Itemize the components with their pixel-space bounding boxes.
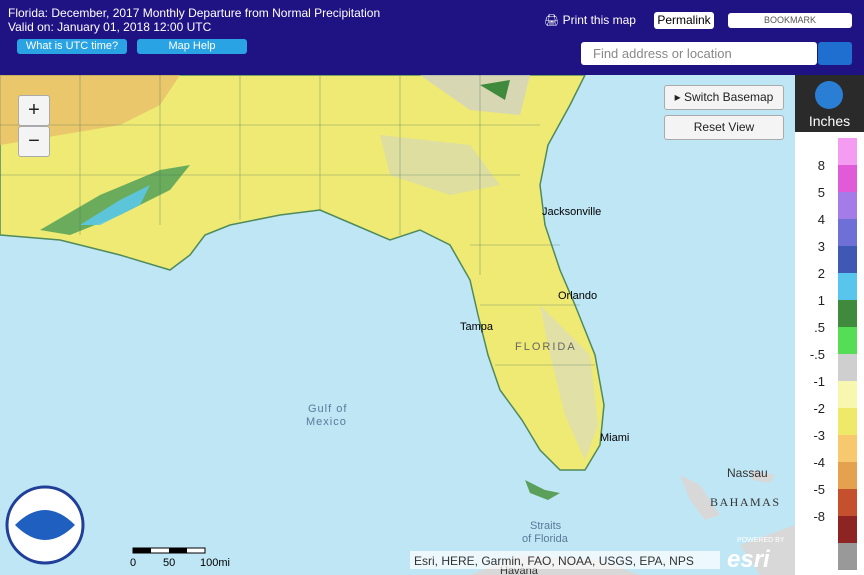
bookmark-button[interactable]: BOOKMARK [728, 13, 852, 28]
legend-header: Inches [795, 75, 864, 132]
scale-label: 0 [130, 557, 136, 569]
legend-label: 3 [818, 239, 825, 254]
utc-button[interactable]: What is UTC time? [17, 39, 127, 54]
legend-swatch [838, 219, 857, 246]
city-label: Nassau [727, 466, 768, 480]
legend-swatch [838, 381, 857, 408]
legend-unit: Inches [808, 113, 851, 129]
legend-swatch [838, 543, 857, 570]
legend-swatch [838, 354, 857, 381]
legend-label: -.5 [810, 347, 825, 362]
title: Florida: December, 2017 Monthly Departur… [8, 6, 381, 20]
attribution: Esri, HERE, Garmin, FAO, NOAA, USGS, EPA… [414, 554, 694, 568]
legend-label: 5 [818, 185, 825, 200]
city-label: Miami [600, 432, 629, 444]
legend-swatch [838, 435, 857, 462]
legend-swatch [838, 462, 857, 489]
legend-label: 4 [818, 212, 825, 227]
water-label: Straits [530, 520, 562, 532]
state-label: FLORIDA [515, 341, 577, 353]
powered-by: POWERED BY [737, 537, 785, 544]
legend-label: -8 [813, 509, 825, 524]
permalink-button[interactable]: Permalink [654, 12, 714, 29]
legend-label: -4 [813, 455, 825, 470]
legend-label: 2 [818, 266, 825, 281]
switch-basemap[interactable]: ▸ Switch Basemap [664, 85, 784, 110]
water-label: Gulf of [308, 403, 347, 415]
print-link[interactable]: 🖨 Print this map [544, 13, 636, 27]
scale-label: 100mi [200, 557, 230, 569]
print-text: Print this map [562, 13, 636, 27]
legend-label: -1 [813, 374, 825, 389]
map: Jacksonville Orlando Tampa FLORIDA Miami… [0, 75, 795, 575]
legend-swatch [838, 273, 857, 300]
city-label: Havana [500, 565, 539, 575]
legend-swatch [838, 192, 857, 219]
water-label: of Florida [522, 533, 569, 545]
zoom-out[interactable]: − [18, 126, 50, 157]
valid-time: Valid on: January 01, 2018 12:00 UTC [8, 20, 212, 34]
header: Florida: December, 2017 Monthly Departur… [0, 0, 864, 75]
legend-swatch [838, 489, 857, 516]
legend-swatch [838, 516, 857, 543]
scale-label: 50 [163, 557, 175, 569]
legend-scale: 8 5 4 3 2 1 .5 -.5 -1 -2 -3 -4 -5 -8 [810, 138, 857, 570]
city-label: Tampa [460, 321, 494, 333]
search-input[interactable]: Find address or location [581, 42, 817, 65]
legend-swatch [838, 138, 857, 165]
city-label: Jacksonville [542, 206, 601, 218]
search-button[interactable] [818, 42, 852, 65]
legend-swatch [838, 408, 857, 435]
country-label: BAHAMAS [710, 495, 781, 509]
switch-text: Switch Basemap [683, 90, 774, 104]
esri-logo: esri [727, 546, 771, 573]
legend-swatch [838, 246, 857, 273]
city-label: Orlando [558, 290, 597, 302]
legend-label: -3 [813, 428, 825, 443]
legend: Inches 8 5 4 3 2 1 .5 -.5 -1 -2 -3 -4 -5 -8 [795, 75, 864, 575]
legend-swatch [838, 300, 857, 327]
help-button[interactable]: Map Help [137, 39, 247, 54]
legend-label: -2 [813, 401, 825, 416]
legend-label: 1 [818, 293, 825, 308]
reset-view[interactable]: Reset View [664, 115, 784, 140]
legend-label: -5 [813, 482, 825, 497]
legend-swatch [838, 165, 857, 192]
zoom-in[interactable]: + [18, 95, 50, 126]
legend-swatch [838, 327, 857, 354]
water-label: Mexico [306, 416, 347, 428]
scale-bar: 0 50 100mi [130, 547, 230, 569]
legend-label: 8 [818, 158, 825, 173]
legend-label: .5 [814, 320, 825, 335]
